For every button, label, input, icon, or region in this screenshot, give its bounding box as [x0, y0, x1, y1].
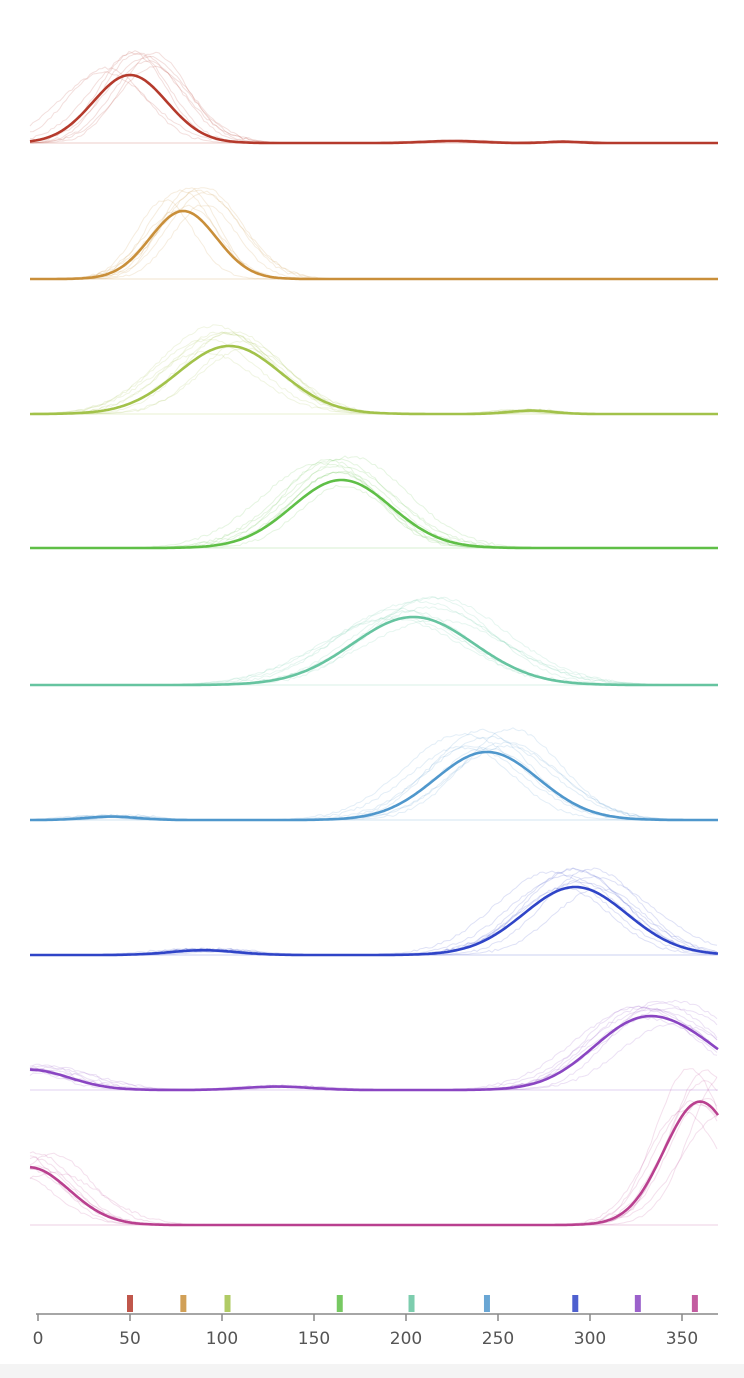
x-axis: 0 50 100 150 200 250 300 350 — [33, 1314, 718, 1349]
trial-trace — [30, 66, 717, 143]
trial-trace — [30, 52, 717, 143]
x-tick-label: 200 — [390, 1329, 422, 1349]
trial-trace — [30, 1110, 717, 1225]
trial-trace — [30, 888, 717, 955]
trial-trace — [30, 618, 717, 685]
trial-trace — [30, 485, 717, 548]
trial-trace — [30, 188, 717, 279]
peak-marker — [692, 1295, 698, 1312]
x-tick-label: 250 — [482, 1329, 514, 1349]
trial-trace — [30, 888, 717, 955]
x-tick-label: 0 — [33, 1329, 44, 1349]
mean-curve — [30, 1016, 718, 1090]
peak-marker — [484, 1295, 490, 1312]
x-tick-label: 350 — [666, 1329, 698, 1349]
bottom-strip — [0, 1364, 744, 1378]
trial-trace — [30, 190, 717, 279]
peak-marker — [337, 1295, 343, 1312]
trial-trace — [30, 210, 717, 280]
trial-trace — [30, 729, 717, 820]
trial-trace — [30, 1007, 717, 1090]
trial-trace — [30, 875, 717, 955]
mean-curve — [30, 211, 718, 279]
trial-trace — [30, 1001, 717, 1090]
peak-markers — [127, 1295, 698, 1312]
trial-trace — [30, 1081, 717, 1225]
trace-row — [30, 868, 718, 955]
trial-trace — [30, 205, 717, 279]
trace-row — [30, 456, 718, 548]
trace-rows — [30, 51, 718, 1225]
x-tick-label: 150 — [298, 1329, 330, 1349]
peak-marker — [127, 1295, 133, 1312]
trial-trace — [30, 736, 717, 820]
x-tick-label: 50 — [119, 1329, 141, 1349]
trial-trace — [30, 600, 717, 685]
trial-trace — [30, 472, 717, 548]
trial-trace — [30, 1077, 717, 1225]
trial-trace — [30, 188, 717, 279]
peak-marker — [180, 1295, 186, 1312]
trial-trace — [30, 463, 717, 548]
trial-trace — [30, 733, 717, 820]
mean-curve — [30, 887, 718, 955]
trial-trace — [30, 472, 717, 549]
peak-marker — [225, 1295, 231, 1312]
trial-trace — [30, 607, 717, 685]
peak-marker — [635, 1295, 641, 1312]
trial-trace — [30, 1017, 717, 1090]
trial-trace — [30, 348, 717, 414]
trial-trace — [30, 472, 717, 549]
trial-trace — [30, 1069, 717, 1225]
trace-row — [30, 51, 718, 143]
trial-trace — [30, 1009, 717, 1090]
trial-trace — [30, 53, 717, 143]
trial-trace — [30, 456, 717, 548]
trial-trace — [30, 190, 717, 279]
trace-row — [30, 1000, 718, 1090]
trial-trace — [30, 325, 717, 414]
peak-marker — [409, 1295, 415, 1312]
trace-row — [30, 325, 718, 414]
mean-curve — [30, 1102, 718, 1225]
x-tick-label: 100 — [206, 1329, 238, 1349]
trial-trace — [30, 871, 717, 955]
mean-curve — [30, 617, 718, 685]
trial-trace — [30, 1116, 717, 1226]
trial-trace — [30, 459, 717, 548]
trace-row — [30, 188, 718, 279]
trial-trace — [30, 742, 717, 820]
trace-row — [30, 1069, 718, 1225]
trial-trace — [30, 72, 717, 143]
trace-row — [30, 597, 718, 685]
trial-trace — [30, 1006, 717, 1090]
trial-trace — [30, 1070, 717, 1225]
mean-curve — [30, 75, 718, 143]
trial-trace — [30, 728, 717, 820]
x-tick-label: 300 — [574, 1329, 606, 1349]
trial-trace — [30, 61, 717, 143]
trial-trace — [30, 51, 717, 143]
peak-marker — [572, 1295, 578, 1312]
trial-trace — [30, 205, 717, 279]
trace-row — [30, 728, 718, 820]
trial-trace — [30, 876, 717, 955]
mean-curve — [30, 346, 718, 414]
trial-trace — [30, 460, 717, 548]
trial-trace — [30, 608, 717, 685]
